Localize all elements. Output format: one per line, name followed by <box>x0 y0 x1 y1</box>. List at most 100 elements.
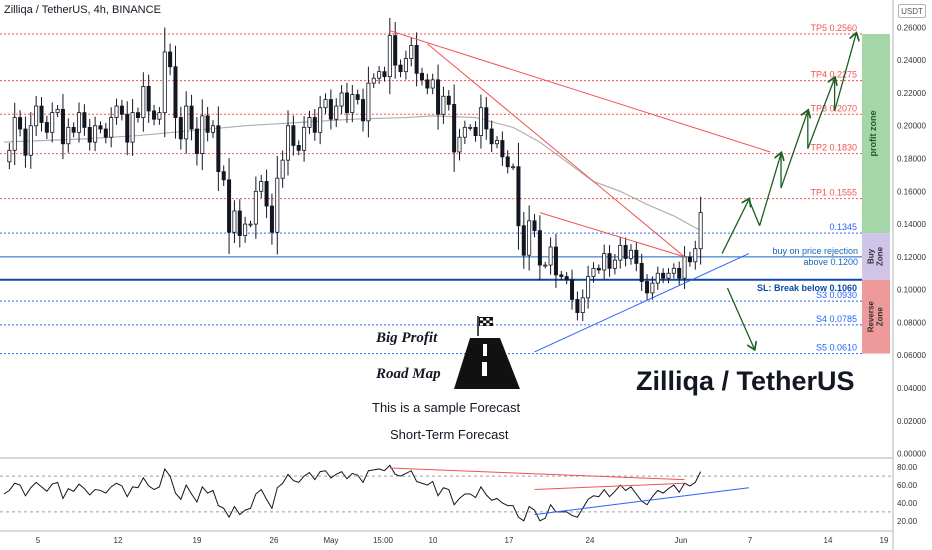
candle <box>221 171 226 181</box>
currency-badge[interactable]: USDT <box>898 4 926 18</box>
candle <box>291 125 296 146</box>
candle <box>543 264 548 267</box>
reverse-arrow <box>726 287 754 349</box>
zone-label: Zone <box>876 307 885 327</box>
candle <box>71 126 76 133</box>
x-tick-label: May <box>323 536 338 545</box>
y-tick-label: 0.12000 <box>897 253 926 262</box>
candle <box>478 107 483 136</box>
candle <box>355 94 360 100</box>
candle <box>607 253 612 269</box>
candle <box>612 259 617 269</box>
candle <box>628 249 633 259</box>
candle <box>141 86 146 118</box>
forecast-up-leg <box>833 34 856 112</box>
candle <box>328 99 333 120</box>
candle <box>312 117 317 133</box>
candle <box>666 272 671 279</box>
y-tick-label: 0.24000 <box>897 56 926 65</box>
candle <box>580 297 585 313</box>
candle <box>489 128 494 145</box>
rsi-trendline <box>534 482 685 491</box>
candle <box>382 71 387 77</box>
candle <box>596 267 601 271</box>
candle <box>200 115 205 155</box>
candle <box>55 108 60 114</box>
x-tick-label: 14 <box>824 536 833 545</box>
forecast-pullback-leg <box>748 199 761 226</box>
candle <box>184 105 189 140</box>
zone-label: Reverse <box>867 301 876 333</box>
y-tick-label: 0.10000 <box>897 286 926 295</box>
candle <box>564 276 569 281</box>
candle <box>146 86 151 112</box>
candle <box>125 113 130 143</box>
candle <box>430 79 435 89</box>
y-tick-label: 0.14000 <box>897 220 926 229</box>
candle <box>661 272 666 279</box>
zone-label: Zone <box>876 246 885 266</box>
candle <box>173 66 178 118</box>
candle <box>50 112 55 133</box>
candle <box>473 126 478 136</box>
candle <box>575 299 580 313</box>
candle <box>286 125 291 161</box>
candle <box>307 117 312 128</box>
candle <box>698 212 703 250</box>
rsi-tick-label: 80.00 <box>897 463 918 472</box>
candle <box>521 225 526 256</box>
rsi-tick-label: 20.00 <box>897 517 918 526</box>
candle <box>452 104 457 153</box>
zone-profit-zone <box>862 33 890 234</box>
candle <box>7 149 12 163</box>
candle <box>302 126 307 151</box>
candle <box>516 166 521 227</box>
candle <box>645 281 650 294</box>
level-label: TP4 0.2275 <box>810 70 857 80</box>
x-tick-label: 26 <box>270 536 279 545</box>
annotation-road-map: Road Map <box>376 366 441 382</box>
candle <box>602 253 607 271</box>
candle <box>109 117 114 138</box>
candle <box>403 58 408 73</box>
level-label: TP3 0.2070 <box>810 103 857 113</box>
candle <box>398 64 403 73</box>
candle <box>623 244 628 259</box>
x-tick-label: 24 <box>586 536 595 545</box>
candle <box>393 35 398 66</box>
candle <box>677 267 682 279</box>
level-label: TP2 0.1830 <box>810 143 857 153</box>
candle <box>66 126 71 145</box>
upper-trendline-3 <box>539 212 685 258</box>
candle <box>366 82 371 122</box>
x-tick-label: 7 <box>748 536 753 545</box>
forecast-up-leg <box>807 78 835 149</box>
rsi-trendline <box>389 467 685 481</box>
candle <box>162 51 167 114</box>
candle <box>227 179 232 233</box>
candle <box>135 112 140 118</box>
candle <box>687 256 692 263</box>
x-tick-label: 12 <box>114 536 123 545</box>
forecast-up-leg <box>721 200 749 254</box>
candle <box>537 230 542 266</box>
x-tick-label: 17 <box>505 536 514 545</box>
candle <box>462 126 467 138</box>
candle <box>553 246 558 276</box>
candle <box>650 282 655 294</box>
candle <box>468 126 473 129</box>
upper-trendline-1 <box>389 30 771 153</box>
candle <box>586 276 591 299</box>
level-label: SL: Break below 0.1060 <box>757 283 857 293</box>
level-label: TP1 0.1555 <box>810 188 857 198</box>
level-label: TP5 0.2560 <box>810 23 857 33</box>
candle <box>350 94 355 114</box>
y-tick-label: 0.20000 <box>897 122 926 131</box>
candle <box>93 125 98 143</box>
candle <box>77 112 82 133</box>
annotation-short-term: Short-Term Forecast <box>390 427 509 442</box>
candle <box>334 105 339 120</box>
rsi-line <box>3 464 702 522</box>
candle <box>152 110 157 120</box>
candle <box>216 125 221 173</box>
